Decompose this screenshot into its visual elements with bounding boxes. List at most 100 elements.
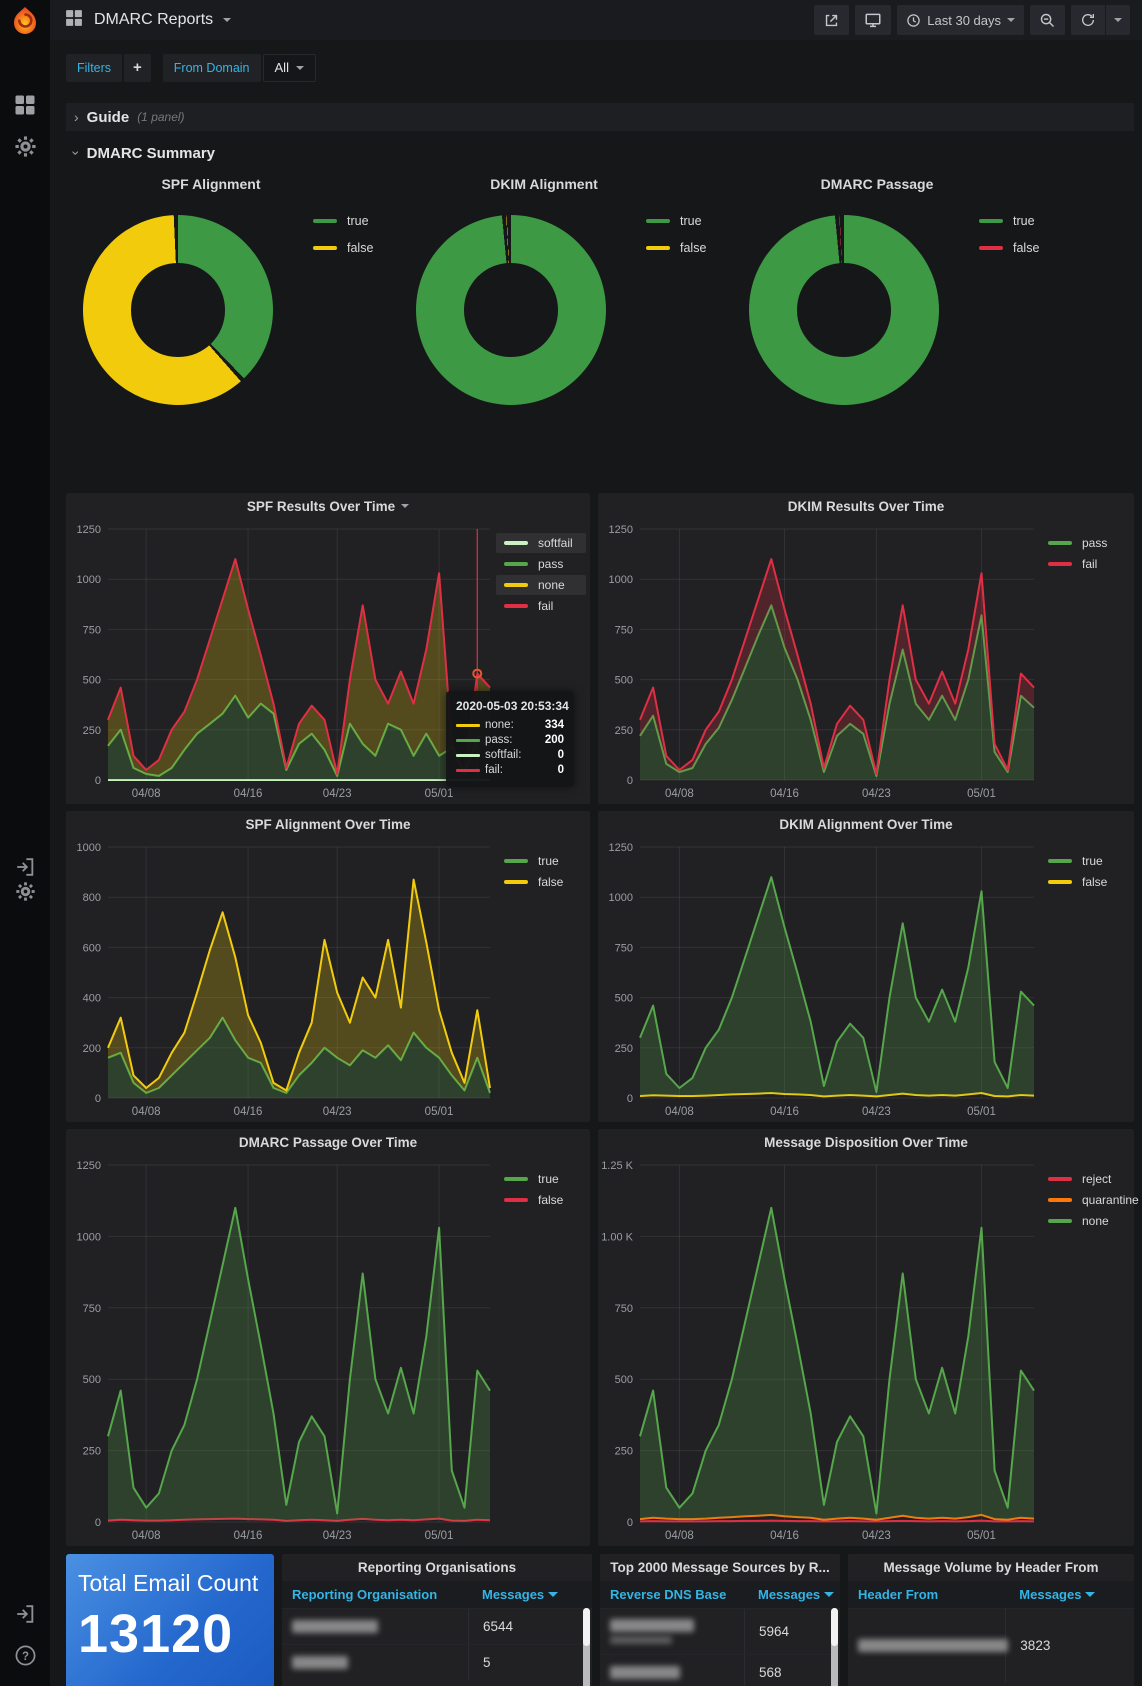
legend-item-quarantine[interactable]: quarantine: [1040, 1190, 1139, 1210]
dmarc-passage-chart[interactable]: 0 250 500 750 1000 1250 04/08 04/16 04/23 05/01: [66, 1155, 496, 1546]
legend-item-softfail[interactable]: softfail: [496, 533, 586, 553]
legend-color-dash: [979, 246, 1003, 250]
legend-item-none[interactable]: none: [496, 575, 586, 595]
panel-title[interactable]: DMARC Passage Over Time: [238, 1134, 418, 1150]
svg-text:250: 250: [615, 1043, 633, 1055]
from-domain-select[interactable]: All: [262, 53, 316, 82]
spf-results-chart[interactable]: 0 250 500 750 1000 1250 04/08 04/16 04/23 05/01: [66, 519, 496, 804]
admin-gear-icon[interactable]: [0, 881, 50, 902]
legend-item-false[interactable]: false: [1040, 872, 1130, 892]
legend-item-false[interactable]: false: [496, 1190, 586, 1210]
dashboard-title[interactable]: DMARC Reports: [94, 11, 214, 28]
settings-gear-icon[interactable]: [0, 135, 50, 158]
panel-title[interactable]: DKIM Results Over Time: [787, 498, 945, 514]
panel-title[interactable]: SPF Results Over Time: [66, 493, 590, 519]
sort-desc-icon: [824, 1592, 835, 1602]
legend-item-true[interactable]: true: [496, 1169, 586, 1189]
table-cell-redacted-name: [282, 1645, 468, 1680]
donut-row: SPF Alignment true false DKIM Alignment …: [66, 168, 1134, 481]
table: Reporting Organisation Messages 6544 5: [282, 1581, 592, 1686]
legend-item-false[interactable]: false: [971, 239, 1047, 257]
add-filter-button[interactable]: +: [124, 53, 151, 82]
legend-item-reject[interactable]: reject: [1040, 1169, 1130, 1189]
row-dmarc-summary[interactable]: › DMARC Summary: [66, 138, 1134, 168]
legend-item-false[interactable]: false: [638, 239, 714, 257]
svg-text:200: 200: [83, 1043, 101, 1055]
refresh-interval-caret-button[interactable]: [1106, 5, 1130, 35]
spf-alignment-donut-chart[interactable]: [83, 215, 273, 405]
table-row: 6544: [282, 1608, 592, 1644]
panel-title[interactable]: Reporting Organisations: [357, 1560, 517, 1575]
legend-item-true[interactable]: true: [971, 212, 1047, 230]
table-cell-messages: 5: [468, 1645, 592, 1680]
panel-title[interactable]: DKIM Alignment Over Time: [779, 816, 953, 832]
table-scrollbar[interactable]: [831, 1608, 838, 1686]
sign-in-icon[interactable]: [0, 856, 50, 878]
table-header-name[interactable]: Header From: [858, 1587, 939, 1602]
donut-legend: true false: [305, 212, 381, 257]
row-guide[interactable]: › Guide (1 panel): [66, 103, 1134, 131]
table-header-name[interactable]: Reverse DNS Base: [610, 1587, 727, 1602]
legend-item-true[interactable]: true: [1040, 851, 1130, 871]
panel-title[interactable]: Message Volume by Header From: [883, 1560, 1099, 1575]
zoom-out-button[interactable]: [1030, 5, 1065, 35]
share-button[interactable]: [814, 5, 850, 35]
message-disposition-chart[interactable]: 0 250 500 750 1.00 K 1.25 K 04/08 04/16 04/23 05/…: [598, 1155, 1040, 1546]
chart-legend: pass fail: [1040, 519, 1134, 804]
legend-item-true[interactable]: true: [496, 851, 586, 871]
filters-button[interactable]: Filters: [66, 53, 123, 82]
dkim-alignment-chart[interactable]: 0 250 500 750 1000 1250 04/08 04/16 04/23 05/01: [598, 837, 1040, 1122]
svg-text:04/08: 04/08: [132, 1530, 161, 1542]
legend-item-none[interactable]: none: [1040, 1211, 1130, 1231]
legend-item-fail[interactable]: fail: [1040, 554, 1130, 574]
svg-text:04/16: 04/16: [234, 1106, 263, 1118]
panel-dmarc-passage-time: DMARC Passage Over Time 0 250 500 750 1000 12…: [66, 1129, 590, 1546]
table-header-name[interactable]: Reporting Organisation: [292, 1587, 438, 1602]
dkim-results-chart[interactable]: 0 250 500 750 1000 1250 04/08 04/16 04/23 05/01: [598, 519, 1040, 804]
svg-text:750: 750: [615, 624, 633, 636]
time-range-picker[interactable]: Last 30 days: [897, 5, 1024, 35]
legend-color-dash: [504, 859, 528, 863]
panel-title[interactable]: SPF Alignment: [161, 176, 261, 192]
panel-title[interactable]: Top 2000 Message Sources by R...: [610, 1560, 830, 1575]
refresh-button[interactable]: [1071, 5, 1105, 35]
svg-text:750: 750: [615, 1303, 633, 1315]
table-header-messages[interactable]: Messages: [1005, 1587, 1096, 1602]
help-icon[interactable]: ?: [0, 1644, 50, 1667]
panel-title[interactable]: DMARC Passage: [820, 176, 934, 192]
table-scrollbar[interactable]: [583, 1608, 590, 1686]
tooltip-series-dash: [456, 768, 480, 772]
legend-item-true[interactable]: true: [638, 212, 714, 230]
legend-item-pass[interactable]: pass: [1040, 533, 1130, 553]
panel-title[interactable]: SPF Alignment Over Time: [245, 816, 411, 832]
chevron-down-icon: ›: [68, 150, 85, 156]
svg-text:800: 800: [83, 892, 101, 904]
dashboard-title-caret-icon[interactable]: [223, 18, 232, 26]
dmarc-passage-donut-chart[interactable]: [749, 215, 939, 405]
panel-dmarc-passage: DMARC Passage true false: [732, 168, 1065, 481]
panel-total-email-count: Total Email Count 13120: [66, 1554, 274, 1686]
panel-title[interactable]: Message Disposition Over Time: [764, 1134, 968, 1150]
sign-in-icon-bottom[interactable]: [0, 1603, 50, 1625]
dashboards-icon[interactable]: [0, 93, 50, 117]
grafana-logo-icon[interactable]: [0, 6, 50, 36]
legend-item-true[interactable]: true: [305, 212, 381, 230]
legend-item-false[interactable]: false: [496, 872, 586, 892]
legend-item-pass[interactable]: pass: [496, 554, 586, 574]
svg-text:1000: 1000: [77, 1231, 101, 1243]
from-domain-label[interactable]: From Domain: [162, 53, 261, 82]
svg-text:250: 250: [83, 725, 101, 737]
table-body: 6544 5: [282, 1608, 592, 1680]
tv-mode-button[interactable]: [855, 5, 892, 35]
dkim-alignment-donut-chart[interactable]: [416, 215, 606, 405]
table-header-messages[interactable]: Messages: [468, 1587, 559, 1602]
panel-title[interactable]: DKIM Alignment: [490, 176, 598, 192]
svg-text:04/08: 04/08: [132, 788, 161, 800]
panel-menu-caret-icon[interactable]: [401, 504, 410, 512]
legend-item-fail[interactable]: fail: [496, 596, 586, 616]
stat-value: 13120: [78, 1604, 234, 1664]
legend-item-false[interactable]: false: [305, 239, 381, 257]
spf-alignment-chart[interactable]: 0 200 400 600 800 1000 04/08 04/16 04/23 05/01: [66, 837, 496, 1122]
table-header-messages[interactable]: Messages: [744, 1587, 835, 1602]
panel-message-volume-header-from: Message Volume by Header From Header Fro…: [848, 1554, 1134, 1686]
